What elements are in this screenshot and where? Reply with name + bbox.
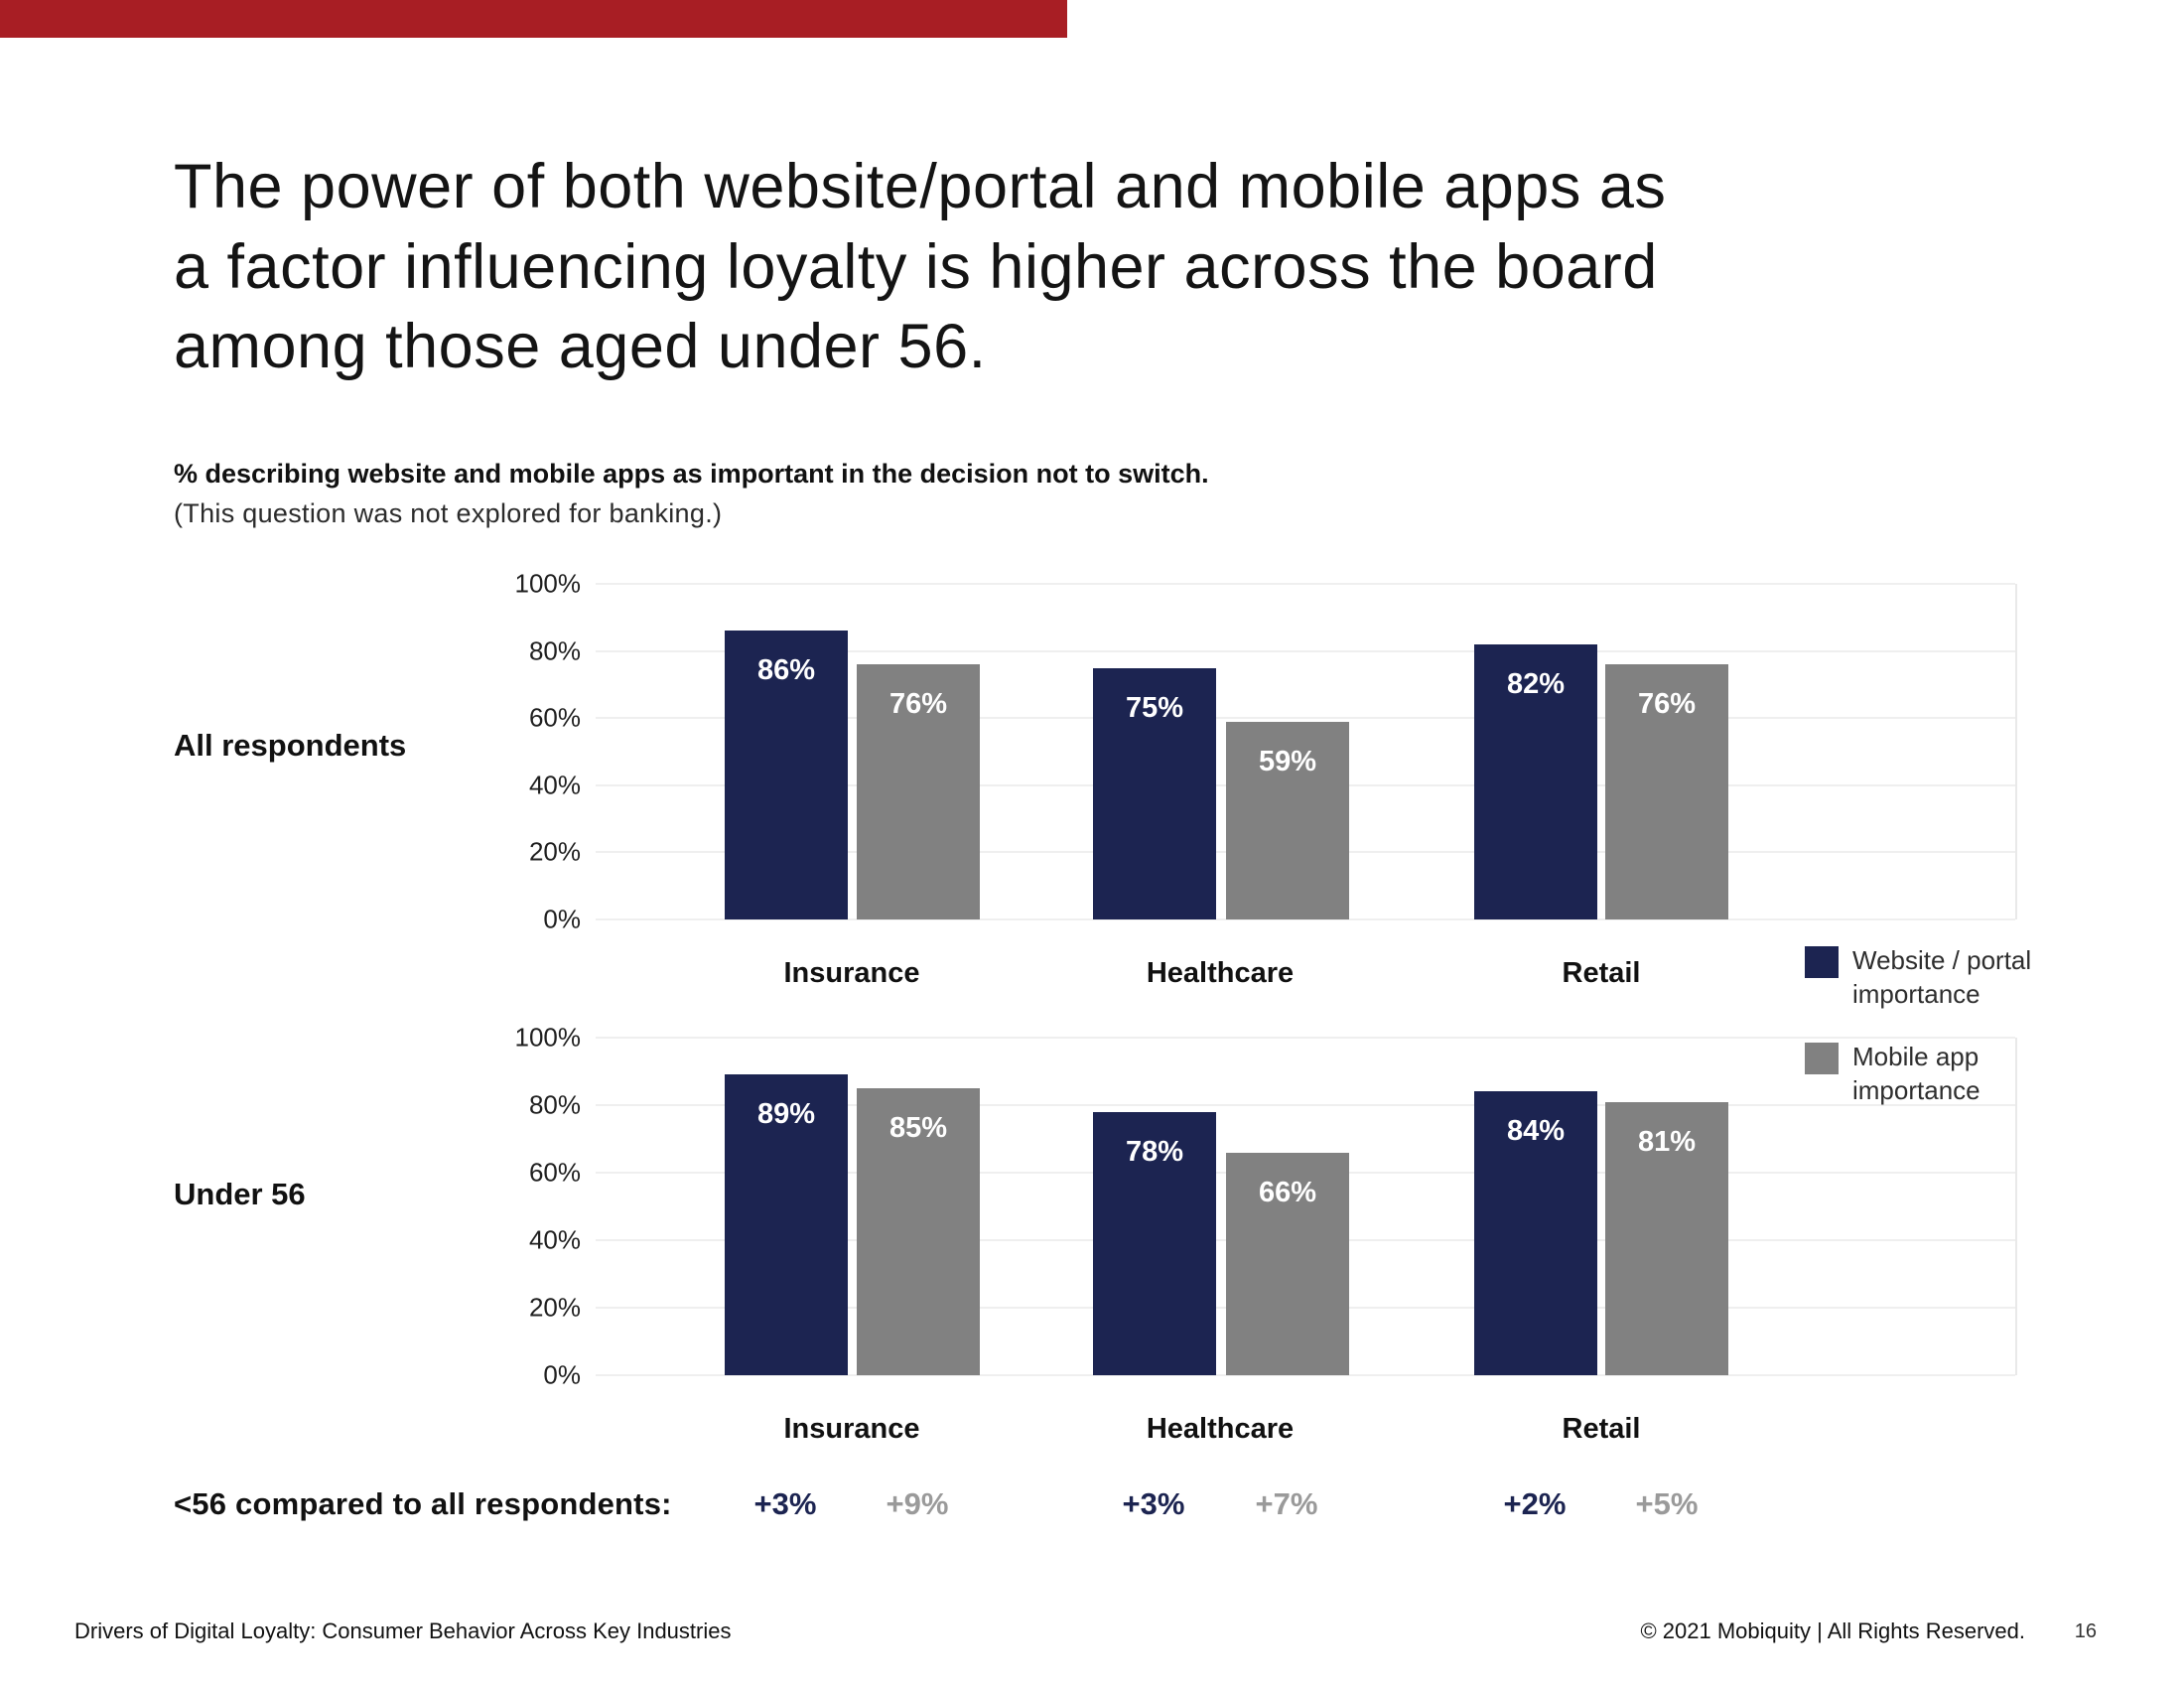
bar-retail-website-portal: 82% — [1474, 643, 1597, 919]
gridline — [596, 1104, 2015, 1106]
comparison-delta-healthcare-mobile-app: +7% — [1255, 1486, 1318, 1521]
bar-retail-mobile-app: 76% — [1605, 664, 1728, 919]
chart-subtitle: % describing website and mobile apps as … — [174, 459, 1209, 489]
page-title-line: a factor influencing loyalty is higher a… — [174, 231, 1658, 302]
row-label-under-56: Under 56 — [174, 1177, 306, 1211]
footer-copyright: © 2021 Mobiquity | All Rights Reserved. — [1640, 1618, 2025, 1643]
bar-value-label: 89% — [756, 1098, 816, 1131]
page-number: 16 — [2074, 1620, 2097, 1642]
comparison-delta-insurance-mobile-app: +9% — [886, 1486, 949, 1521]
bar-value-label: 59% — [1258, 745, 1317, 777]
gridline — [596, 1374, 2015, 1376]
y-axis-tick: 20% — [528, 836, 581, 867]
legend-label-website-portal: Website / portal importance — [1852, 945, 2032, 1010]
y-axis-tick: 100% — [514, 1022, 582, 1053]
legend-swatch-website-portal — [1805, 946, 1839, 978]
y-axis-tick: 40% — [528, 770, 581, 800]
y-axis-tick: 0% — [543, 1359, 581, 1390]
bar-value-label: 84% — [1506, 1115, 1566, 1148]
bar-value-label: 85% — [888, 1112, 948, 1144]
bar-value-label: 76% — [888, 688, 948, 721]
y-axis-tick: 80% — [528, 635, 581, 666]
comparison-delta-retail-mobile-app: +5% — [1635, 1486, 1699, 1521]
gridline — [596, 918, 2015, 920]
bar-value-label: 75% — [1125, 691, 1184, 724]
bar-chart-all-respondents: 100% 80% 60% 40% 20% 0% 86% 76% Insurance 75% 59% H… — [515, 569, 2017, 989]
page-title: The power of both website/portal and mob… — [174, 147, 2020, 387]
y-axis-tick: 40% — [528, 1224, 581, 1255]
bar-value-label: 76% — [1637, 688, 1697, 721]
bar-healthcare-mobile-app: 59% — [1226, 721, 1349, 919]
gridline — [596, 1037, 2015, 1039]
bar-retail-website-portal: 84% — [1474, 1091, 1597, 1375]
footer-report-title: Drivers of Digital Loyalty: Consumer Beh… — [74, 1618, 732, 1643]
y-axis-tick: 60% — [528, 1157, 581, 1188]
page-title-line: The power of both website/portal and mob… — [174, 152, 1667, 221]
legend-label-mobile-app: Mobile app importance — [1852, 1042, 1980, 1106]
bar-healthcare-website-portal: 78% — [1093, 1111, 1216, 1375]
bar-value-label: 82% — [1506, 667, 1566, 700]
x-axis-category-retail: Retail — [1562, 1413, 1641, 1445]
gridline — [596, 583, 2015, 585]
bar-value-label: 66% — [1258, 1176, 1317, 1208]
bar-healthcare-website-portal: 75% — [1093, 667, 1216, 919]
comparison-delta-healthcare-website-portal: +3% — [1122, 1486, 1185, 1521]
x-axis-category-retail: Retail — [1562, 957, 1641, 989]
bar-retail-mobile-app: 81% — [1605, 1101, 1728, 1375]
y-axis-tick: 0% — [543, 904, 581, 934]
bar-insurance-website-portal: 86% — [725, 631, 848, 919]
bar-insurance-mobile-app: 76% — [857, 664, 980, 919]
y-axis-tick: 60% — [528, 702, 581, 733]
bar-value-label: 78% — [1125, 1135, 1184, 1168]
comparison-row-label: <56 compared to all respondents: — [174, 1486, 672, 1521]
y-axis-tick: 80% — [528, 1089, 581, 1120]
x-axis-category-insurance: Insurance — [783, 957, 920, 989]
chart-subtitle-note: (This question was not explored for bank… — [174, 498, 723, 528]
y-axis-tick: 20% — [528, 1292, 581, 1323]
bar-value-label: 81% — [1637, 1125, 1697, 1158]
bar-value-label: 86% — [756, 654, 816, 687]
y-axis-tick: 100% — [514, 568, 582, 599]
bar-insurance-mobile-app: 85% — [857, 1088, 980, 1375]
legend-swatch-mobile-app — [1805, 1043, 1839, 1074]
x-axis-category-healthcare: Healthcare — [1146, 1413, 1295, 1445]
x-axis-category-insurance: Insurance — [783, 1413, 920, 1445]
bar-healthcare-mobile-app: 66% — [1226, 1152, 1349, 1375]
bar-chart-under-56: 100% 80% 60% 40% 20% 0% 89% 85% Insurance 78% 66% H… — [515, 1023, 2017, 1445]
x-axis-category-healthcare: Healthcare — [1146, 957, 1295, 989]
accent-bar — [0, 0, 1067, 38]
gridline — [596, 650, 2015, 652]
comparison-delta-retail-website-portal: +2% — [1503, 1486, 1567, 1521]
bar-insurance-website-portal: 89% — [725, 1074, 848, 1375]
gridline — [596, 717, 2015, 719]
page-title-line: among those aged under 56. — [174, 312, 987, 382]
comparison-delta-insurance-website-portal: +3% — [753, 1486, 817, 1521]
row-label-all-respondents: All respondents — [174, 728, 407, 763]
